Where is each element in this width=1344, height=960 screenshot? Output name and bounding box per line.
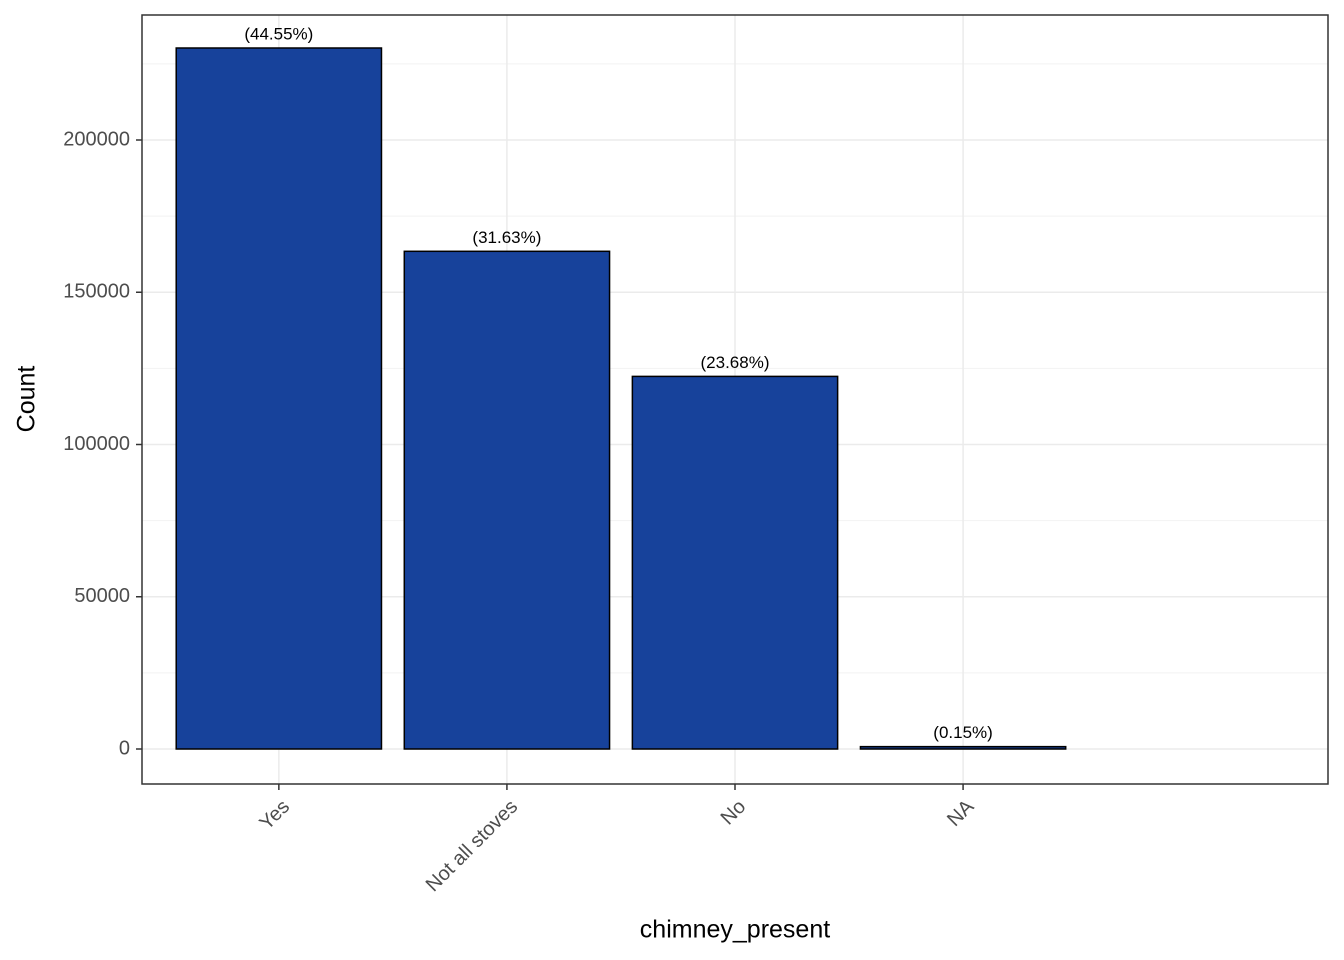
x-tick-label: Not all stoves xyxy=(422,796,522,896)
data-label: (31.63%) xyxy=(472,228,541,247)
panel-border xyxy=(141,14,1329,785)
bar xyxy=(631,375,839,750)
bar xyxy=(403,250,611,750)
bar xyxy=(175,47,383,750)
y-tick-label: 0 xyxy=(119,737,130,759)
x-tick-label: Yes xyxy=(255,796,294,835)
y-axis-title: Count xyxy=(13,366,41,433)
x-axis-title: chimney_present xyxy=(640,916,830,944)
y-tick-label: 150000 xyxy=(63,281,130,303)
x-tick-label: NA xyxy=(943,795,979,831)
y-tick-label: 200000 xyxy=(63,128,130,150)
y-tick-label: 100000 xyxy=(63,433,130,455)
data-label: (0.15%) xyxy=(933,723,993,742)
y-tick-label: 50000 xyxy=(74,585,130,607)
data-label: (44.55%) xyxy=(244,24,313,43)
bar xyxy=(859,745,1067,750)
x-tick-label: No xyxy=(717,796,751,830)
data-label: (23.68%) xyxy=(701,353,770,372)
